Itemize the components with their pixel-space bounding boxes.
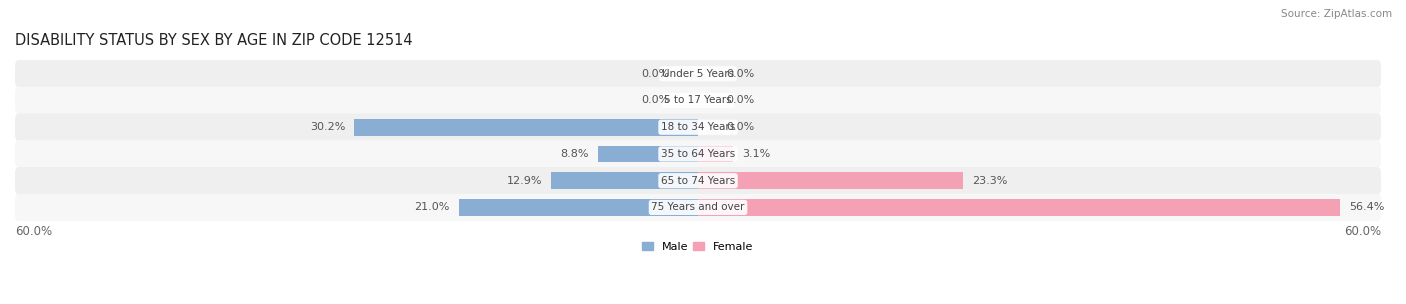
Text: 56.4%: 56.4% — [1350, 202, 1385, 212]
Legend: Male, Female: Male, Female — [638, 237, 758, 256]
Bar — [354, 119, 697, 136]
Text: 8.8%: 8.8% — [560, 149, 589, 159]
Text: 0.0%: 0.0% — [641, 95, 669, 105]
Text: 5 to 17 Years: 5 to 17 Years — [664, 95, 733, 105]
Bar — [458, 199, 697, 216]
Text: DISABILITY STATUS BY SEX BY AGE IN ZIP CODE 12514: DISABILITY STATUS BY SEX BY AGE IN ZIP C… — [15, 33, 412, 48]
Text: 0.0%: 0.0% — [727, 122, 755, 132]
Bar — [551, 172, 697, 189]
Text: 60.0%: 60.0% — [1344, 225, 1381, 238]
Text: 0.0%: 0.0% — [641, 69, 669, 79]
Text: 65 to 74 Years: 65 to 74 Years — [661, 176, 735, 186]
Text: 30.2%: 30.2% — [309, 122, 344, 132]
Text: 12.9%: 12.9% — [506, 176, 543, 186]
Text: Source: ZipAtlas.com: Source: ZipAtlas.com — [1281, 9, 1392, 19]
FancyBboxPatch shape — [15, 60, 1381, 87]
Text: 75 Years and over: 75 Years and over — [651, 202, 745, 212]
Text: 0.0%: 0.0% — [727, 95, 755, 105]
Bar — [697, 146, 734, 162]
Text: 23.3%: 23.3% — [973, 176, 1008, 186]
FancyBboxPatch shape — [15, 167, 1381, 194]
Text: 35 to 64 Years: 35 to 64 Years — [661, 149, 735, 159]
FancyBboxPatch shape — [15, 140, 1381, 168]
Text: 18 to 34 Years: 18 to 34 Years — [661, 122, 735, 132]
Text: 3.1%: 3.1% — [742, 149, 770, 159]
Text: 0.0%: 0.0% — [727, 69, 755, 79]
FancyBboxPatch shape — [15, 194, 1381, 221]
Bar — [697, 199, 1340, 216]
Bar — [598, 146, 697, 162]
FancyBboxPatch shape — [15, 87, 1381, 114]
Text: 60.0%: 60.0% — [15, 225, 52, 238]
FancyBboxPatch shape — [15, 114, 1381, 141]
Bar — [697, 172, 963, 189]
Text: 21.0%: 21.0% — [415, 202, 450, 212]
Text: Under 5 Years: Under 5 Years — [662, 69, 734, 79]
